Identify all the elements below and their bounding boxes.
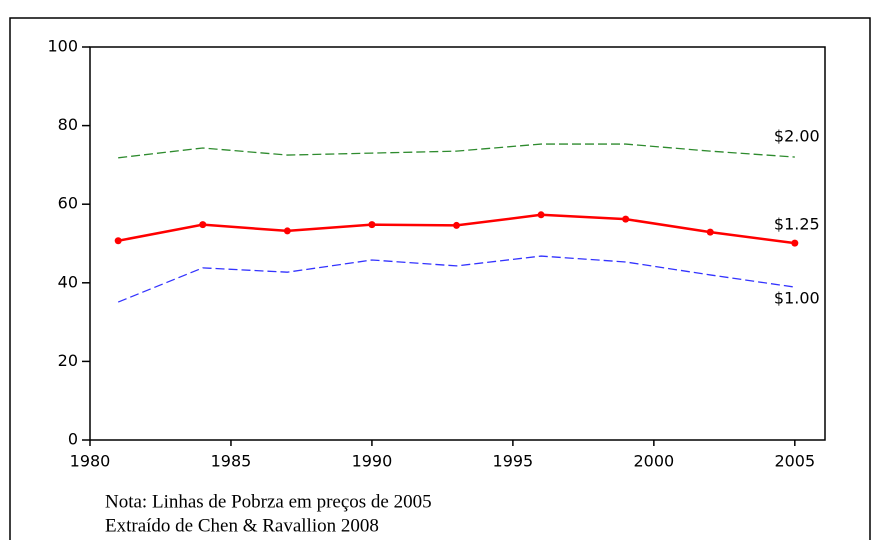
- y-tick-label: 20: [58, 351, 78, 370]
- point: [622, 215, 630, 223]
- note: Extraído de Chen & Ravallion 2008: [105, 515, 379, 536]
- point: [199, 221, 207, 229]
- plot-area: [89, 46, 826, 441]
- point: [114, 237, 122, 245]
- point: [537, 211, 545, 219]
- y-tick-label: 80: [58, 115, 78, 134]
- frame: [9, 17, 871, 540]
- series-label: $2.00: [774, 127, 820, 146]
- note: Nota: Linhas de Pobrza em preços de 2005: [105, 491, 432, 512]
- x-tick-label: 1980: [70, 452, 111, 471]
- point: [791, 239, 799, 247]
- x-tick-label: 2000: [633, 452, 674, 471]
- x-tick-label: 1995: [493, 452, 534, 471]
- y-tick-label: 0: [68, 430, 78, 449]
- series-label: $1.00: [774, 289, 820, 308]
- series-line: [118, 143, 795, 159]
- x-tick-label: 2005: [774, 452, 815, 471]
- point: [368, 221, 376, 229]
- point: [453, 221, 460, 229]
- y-tick-label: 100: [47, 37, 78, 56]
- series-label: $1.25: [774, 215, 820, 234]
- y-tick-label: 40: [58, 272, 78, 291]
- y-tick-label: 60: [58, 194, 78, 213]
- series-line: [117, 255, 795, 303]
- x-tick-label: 1990: [352, 452, 393, 471]
- x-tick-label: 1985: [211, 452, 252, 471]
- point: [283, 227, 291, 235]
- point: [706, 228, 714, 236]
